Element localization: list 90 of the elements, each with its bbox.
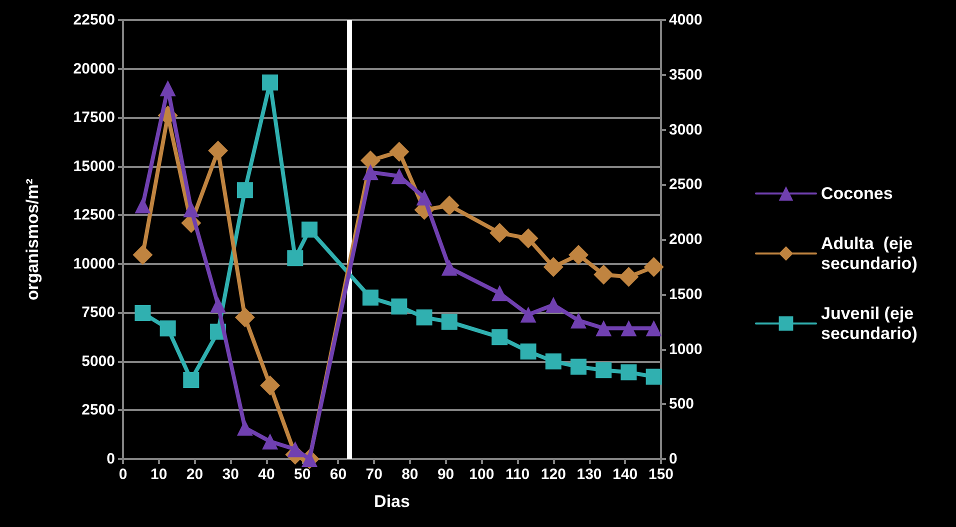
point [490,222,510,243]
x-tick-label: 120 [540,466,566,483]
x-tick-label: 60 [330,466,347,483]
point [183,372,200,388]
point [262,433,278,450]
x-tick-label: 150 [648,466,674,483]
point [260,375,280,396]
point [360,150,380,170]
point [618,266,639,287]
point [596,362,612,378]
x-tick-label: 20 [186,466,204,483]
y-tick-label: 12500 [73,206,115,224]
point [416,309,432,326]
y2-tick-label: 2500 [669,176,702,194]
x-tick-label: 130 [576,466,602,483]
point [134,197,151,214]
legend-label: Adulta (eje secundario) [821,234,918,273]
y2-tick-label: 0 [669,450,678,468]
y-tick-label: 5000 [82,352,115,370]
point [302,222,318,238]
x-axis-title: Dias [374,492,410,511]
x-tick-label: 10 [150,466,168,483]
point [132,244,153,265]
y2-tick-label: 4000 [669,12,702,28]
x-tick-label: 80 [402,466,418,483]
x-tick-label: 90 [437,466,454,483]
point [620,320,637,336]
point [287,441,304,458]
point [644,256,664,277]
x-tick-label: 30 [222,466,239,483]
y-tick-label: 0 [106,450,115,468]
point [262,74,278,91]
y-axis-title: organismos/m² [23,178,42,300]
point [543,256,564,277]
point [416,190,432,206]
y2-tick-label: 1000 [669,340,702,358]
point [596,320,612,336]
y-tick-label: 7500 [82,304,115,322]
y-tick-label: 17500 [73,109,115,126]
y2-tick-label: 1500 [669,286,702,303]
point [208,140,228,161]
point [570,358,587,375]
point [520,343,536,360]
point [362,164,378,180]
point [646,368,662,385]
point [545,296,562,313]
y-tick-label: 10000 [73,255,115,272]
point [236,420,253,436]
point [391,298,408,314]
point [287,250,304,266]
x-tick-label: 70 [366,466,382,483]
point [160,80,176,96]
x-tick-label: 0 [118,466,128,483]
y2-tick-label: 2000 [669,231,702,248]
legend-label: Juvenil (eje secundario) [821,304,918,343]
point [570,312,587,328]
point [134,305,151,322]
point [520,306,536,323]
point [441,314,458,330]
point [441,260,458,276]
x-tick-label: 140 [612,466,638,483]
point [568,244,589,265]
point [389,142,410,162]
y-tick-label: 20000 [73,60,115,78]
point [646,320,662,336]
point [439,195,460,216]
point [545,353,562,370]
x-tick-label: 40 [258,466,275,483]
legend-label: Cocones [821,184,893,203]
point [594,264,614,285]
point [492,285,508,302]
point [234,307,255,328]
y2-tick-label: 500 [669,396,694,413]
point [518,228,538,248]
point [160,320,176,336]
point [492,329,508,346]
x-tick-label: 50 [294,466,311,483]
point [620,364,637,380]
y-tick-label: 15000 [73,158,115,175]
point [210,296,226,313]
point [183,201,200,218]
point [391,168,408,184]
point [236,182,253,198]
y-tick-label: 2500 [82,402,115,419]
x-tick-label: 100 [469,466,494,483]
y2-tick-label: 3000 [669,121,702,138]
y2-tick-label: 3500 [669,66,702,84]
y-tick-label: 22500 [73,12,115,28]
point [362,290,378,306]
x-tick-label: 110 [505,466,530,483]
